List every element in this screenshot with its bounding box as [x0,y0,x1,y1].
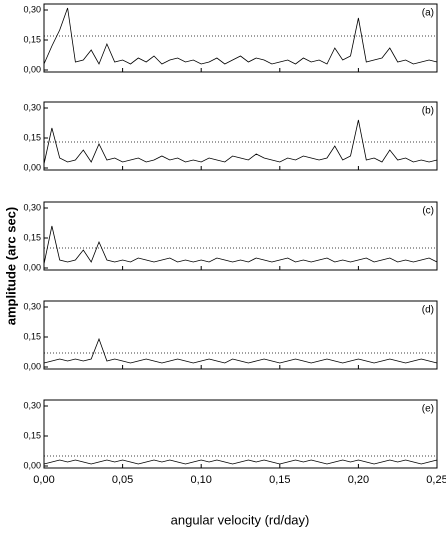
spectrum-line [43,459,438,465]
x-tick-label: 0,05 [112,474,133,486]
plot-frame [43,3,438,73]
plot-frame [43,201,438,271]
y-tick-label: 0,30 [23,301,41,311]
spectrum-line [43,337,438,364]
x-tick-label: 0,15 [269,474,290,486]
spectrum-line [43,7,438,65]
y-tick-label: 0,30 [23,400,41,410]
y-tick-label: 0,00 [23,262,41,272]
plot-frame [43,101,438,171]
y-tick-label: 0,00 [23,460,41,470]
y-tick-label: 0,15 [23,34,41,44]
x-tick-label: 0,10 [190,474,211,486]
y-tick-label: 0,15 [23,132,41,142]
panel-label: (b) [422,106,434,117]
plot-frame [43,399,438,469]
x-axis-label: angular velocity (rd/day) [171,512,310,527]
y-tick-label: 0,30 [23,102,41,112]
y-tick-label: 0,15 [23,430,41,440]
spectrum-line [43,225,438,265]
y-axis-label: amplitude (arc sec) [3,207,18,326]
y-tick-label: 0,15 [23,331,41,341]
x-tick-label: 0,20 [348,474,369,486]
panel-label: (d) [422,305,434,316]
panel-label: (a) [422,8,434,19]
y-tick-label: 0,00 [23,361,41,371]
x-tick-label: 0,25 [426,474,446,486]
plot-frame [43,300,438,370]
y-tick-label: 0,30 [23,202,41,212]
y-tick-label: 0,00 [23,162,41,172]
y-tick-label: 0,15 [23,232,41,242]
y-tick-label: 0,00 [23,64,41,74]
y-tick-label: 0,30 [23,4,41,14]
spectrum-line [43,119,438,165]
x-tick-label: 0,00 [33,474,54,486]
panel-label: (e) [422,404,434,415]
panel-label: (c) [422,206,434,217]
